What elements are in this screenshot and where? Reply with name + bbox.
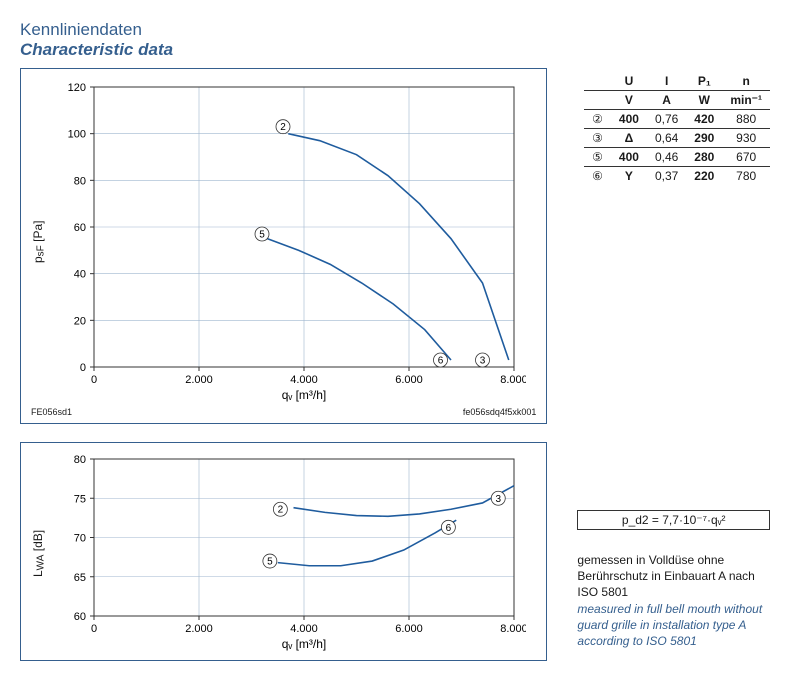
- svg-text:120: 120: [68, 82, 86, 94]
- svg-text:60: 60: [74, 222, 86, 234]
- svg-text:2.000: 2.000: [186, 374, 214, 386]
- svg-text:4.000: 4.000: [291, 623, 319, 635]
- chart-pressure: psF [Pa] 0 2.000 4.000 6.000 8.000 0 20 40 60 80 1…: [20, 68, 547, 424]
- svg-text:qᵥ [m³/h]: qᵥ [m³/h]: [282, 388, 327, 402]
- table-header-units: V A W min⁻¹: [584, 91, 770, 110]
- chart2-svg: 02.0004.0006.0008.0006065707580qᵥ [m³/h]…: [46, 451, 526, 656]
- table-row: ⑥Y0,37220780: [584, 167, 770, 186]
- table-row: ③Δ0,64290930: [584, 129, 770, 148]
- chart1-code-right: fe056sdq4f5xk001: [463, 407, 537, 417]
- chart2-ylabel: LWA [dB]: [27, 451, 46, 656]
- svg-text:3: 3: [496, 494, 502, 505]
- svg-text:3: 3: [480, 356, 486, 367]
- svg-text:80: 80: [74, 454, 86, 466]
- chart1-ylabel: psF [Pa]: [27, 77, 46, 407]
- formula: p_d2 = 7,7·10⁻⁷·qᵥ²: [577, 510, 770, 530]
- table-row: ⑤4000,46280670: [584, 148, 770, 167]
- svg-text:0: 0: [91, 374, 97, 386]
- svg-text:5: 5: [260, 230, 266, 241]
- chart1-svg: 0 2.000 4.000 6.000 8.000 0 20 40 60 80 100 120 qᵥ […: [46, 77, 526, 407]
- svg-text:6: 6: [446, 523, 452, 534]
- svg-text:4.000: 4.000: [291, 374, 319, 386]
- chart1-code-left: FE056sd1: [31, 407, 72, 417]
- svg-text:60: 60: [74, 611, 86, 623]
- svg-text:65: 65: [74, 572, 86, 584]
- svg-text:5: 5: [267, 557, 273, 568]
- svg-text:70: 70: [74, 533, 86, 545]
- svg-text:2: 2: [281, 122, 287, 133]
- parameter-table: U I P₁ n V A W min⁻¹ ②4000,76420880③Δ0,6…: [584, 72, 770, 185]
- svg-text:8.000: 8.000: [501, 374, 527, 386]
- svg-text:100: 100: [68, 129, 86, 141]
- svg-text:2.000: 2.000: [186, 623, 214, 635]
- svg-text:80: 80: [74, 175, 86, 187]
- svg-text:6: 6: [438, 356, 444, 367]
- svg-text:6.000: 6.000: [396, 374, 424, 386]
- svg-text:75: 75: [74, 493, 86, 505]
- measurement-notes: gemessen in Volldüse ohne Berührschutz i…: [577, 552, 770, 649]
- svg-text:qᵥ [m³/h]: qᵥ [m³/h]: [282, 637, 327, 651]
- table-row: ②4000,76420880: [584, 110, 770, 129]
- chart-sound: LWA [dB] 02.0004.0006.0008.0006065707580…: [20, 442, 547, 661]
- svg-text:20: 20: [74, 315, 86, 327]
- svg-text:2: 2: [278, 505, 284, 516]
- title-de: Kennliniendaten: [20, 20, 770, 40]
- svg-text:0: 0: [91, 623, 97, 635]
- svg-text:0: 0: [80, 362, 86, 374]
- svg-text:40: 40: [74, 269, 86, 281]
- title-en: Characteristic data: [20, 40, 770, 60]
- svg-text:8.000: 8.000: [501, 623, 527, 635]
- table-header-symbols: U I P₁ n: [584, 72, 770, 91]
- svg-text:6.000: 6.000: [396, 623, 424, 635]
